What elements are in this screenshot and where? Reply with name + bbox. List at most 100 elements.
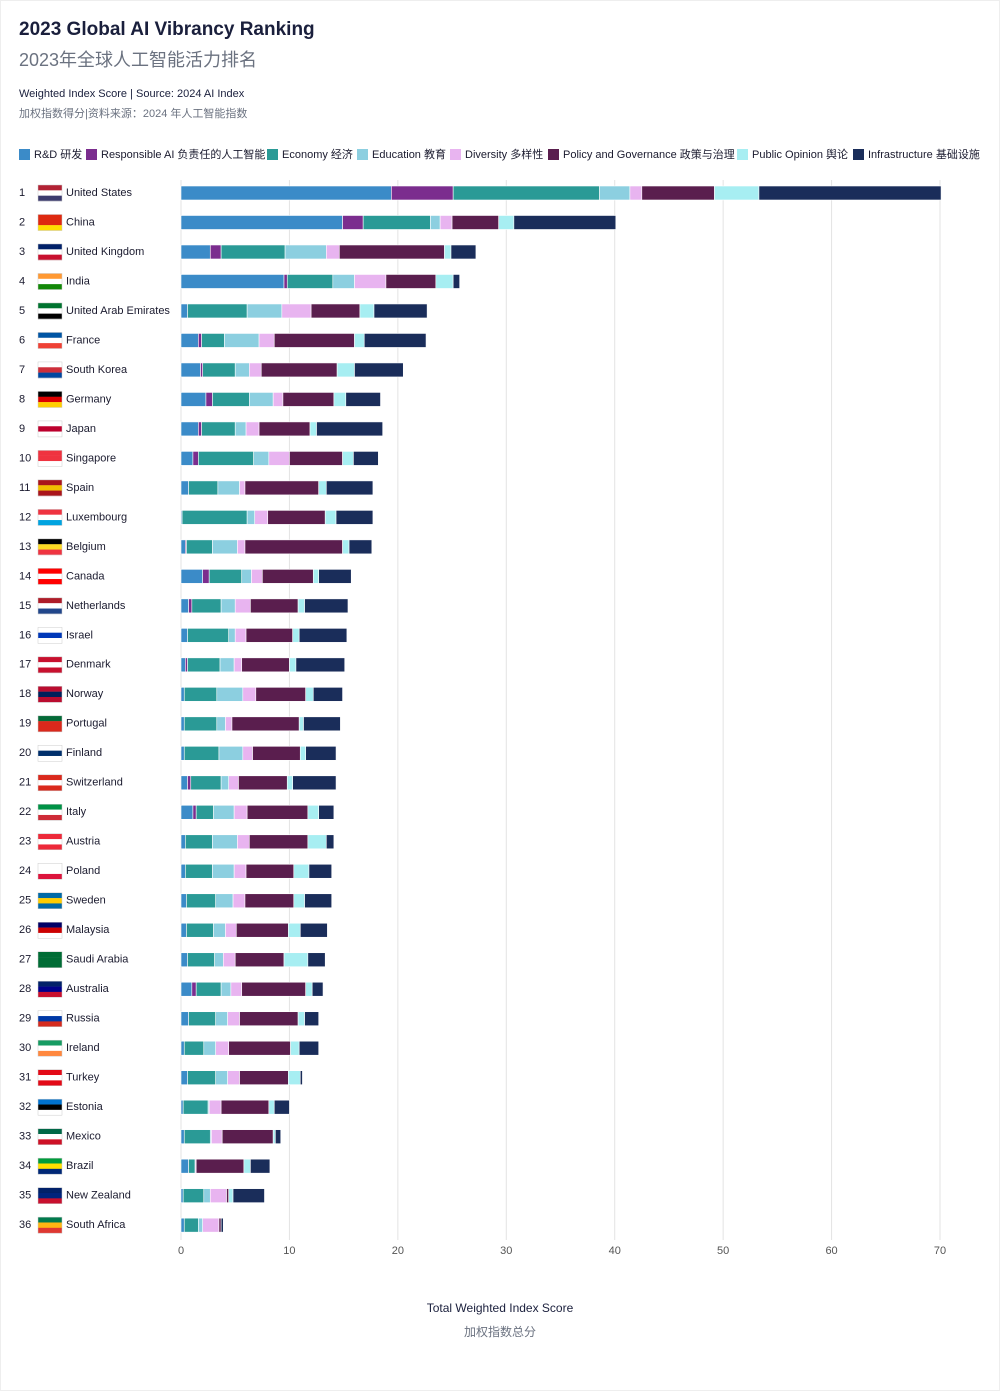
flag: [38, 1010, 62, 1017]
bar-segment: [237, 834, 250, 850]
rank-label: 5: [19, 305, 25, 317]
bar-segment: [714, 185, 760, 201]
legend-label: Policy and Governance 政策与治理: [563, 147, 735, 161]
flag-border: [37, 1187, 63, 1204]
bar-segment: [253, 451, 270, 466]
bar-segment: [228, 1040, 291, 1056]
bar-segment: [324, 510, 337, 525]
bar-segment: [180, 569, 203, 584]
bar-segment: [292, 628, 300, 643]
flag: [38, 932, 62, 939]
bar-segment: [180, 746, 185, 761]
flag: [38, 549, 62, 556]
flag-border: [37, 1098, 63, 1116]
bar-segment: [215, 1040, 230, 1056]
country-label: Finland: [66, 747, 102, 759]
bar-segment: [297, 1011, 305, 1027]
bar-segment: [268, 451, 290, 466]
flag: [38, 785, 62, 791]
flag-border: [37, 538, 63, 556]
bar-segment: [298, 1040, 320, 1056]
bar-segment: [180, 716, 185, 732]
bar-segment: [245, 863, 295, 879]
bar-segment: [246, 804, 309, 820]
flag: [38, 957, 62, 963]
bar-segment: [202, 569, 210, 584]
bar-segment: [180, 775, 188, 791]
bar-segment: [339, 244, 445, 260]
flag: [38, 691, 62, 698]
bar-segment: [185, 657, 188, 673]
legend-label: R&D 研发: [34, 147, 82, 161]
bar-segment: [303, 716, 341, 732]
legend-swatch: [450, 149, 461, 160]
flag: [38, 898, 62, 904]
flag: [38, 461, 62, 467]
rank-label: 20: [19, 747, 31, 759]
flag-border: [37, 391, 63, 408]
rank-label: 30: [19, 1042, 31, 1054]
source-note-cn: 加权指数得分|资料来源：2024 年人工智能指数: [19, 106, 247, 120]
bar-segment: [305, 981, 313, 997]
bar-segment: [183, 687, 218, 702]
bar-segment: [250, 598, 299, 614]
bar-segment: [201, 333, 225, 348]
flag: [38, 1128, 62, 1135]
rank-label: 32: [19, 1101, 31, 1113]
rank-label: 17: [19, 659, 31, 671]
flag: [38, 750, 62, 757]
country-label: Malaysia: [66, 924, 110, 936]
flag: [38, 780, 62, 786]
bar-segment: [227, 1011, 240, 1027]
bar-segment: [233, 804, 248, 820]
bar-segment: [188, 598, 193, 614]
rank-label: 9: [19, 423, 25, 435]
bar-segment: [290, 1040, 300, 1056]
bar-segment: [183, 1217, 199, 1233]
flag: [38, 1198, 62, 1204]
flag: [38, 844, 62, 850]
flag: [38, 962, 62, 968]
flag: [38, 1192, 62, 1199]
legend-swatch: [86, 149, 97, 160]
flag: [38, 185, 62, 191]
bar-segment: [244, 480, 320, 496]
bar-segment: [180, 804, 194, 820]
flag-border: [37, 184, 63, 202]
bar-segment: [198, 333, 202, 348]
country-label: Australia: [66, 983, 110, 995]
flag: [38, 420, 62, 427]
rank-label: 18: [19, 688, 31, 700]
bar-segment: [353, 451, 379, 466]
bar-segment: [451, 215, 499, 230]
bar-segment: [299, 922, 328, 938]
country-label: Poland: [66, 865, 100, 877]
bar-segment: [202, 362, 236, 378]
legend-swatch: [737, 149, 748, 160]
bar-segment: [180, 303, 188, 319]
country-label: France: [66, 334, 100, 346]
bar-segment: [272, 392, 284, 407]
flag: [38, 485, 62, 491]
bar-segment: [325, 244, 340, 260]
bar-segment: [307, 952, 326, 968]
flag: [38, 391, 62, 397]
flag: [38, 1168, 62, 1175]
flag: [38, 254, 62, 261]
bar-segment: [180, 657, 186, 673]
bar-segment: [363, 333, 427, 348]
flag: [38, 219, 62, 226]
bar-segment: [187, 303, 248, 319]
country-label: Belgium: [66, 541, 106, 553]
flag: [38, 686, 62, 692]
bar-segment: [629, 185, 643, 201]
flag: [38, 249, 62, 255]
country-label: Brazil: [66, 1160, 94, 1172]
flag-border: [37, 420, 63, 438]
flag: [38, 284, 62, 290]
bar-segment: [180, 1070, 188, 1085]
bar-segment: [332, 274, 355, 289]
bar-segment: [234, 598, 251, 614]
rank-label: 6: [19, 334, 25, 346]
bar-segment: [180, 1217, 185, 1233]
